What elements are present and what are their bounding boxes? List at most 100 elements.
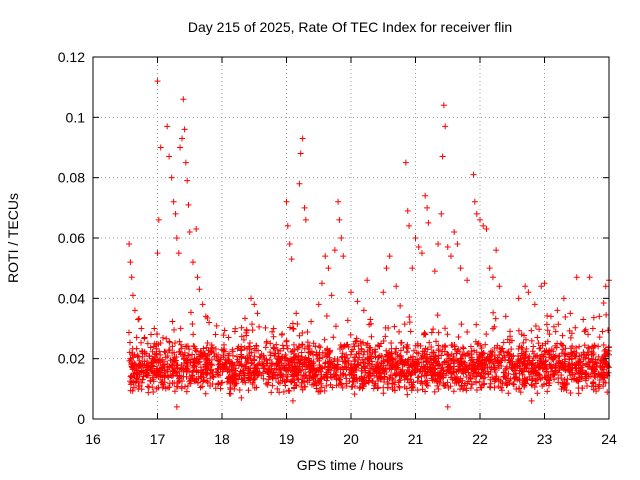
data-point [164, 372, 171, 379]
data-point [547, 368, 554, 375]
data-point [355, 357, 362, 364]
data-point [324, 351, 331, 358]
data-point [562, 314, 569, 321]
data-point [560, 295, 567, 302]
data-point [436, 371, 443, 378]
data-point [596, 313, 603, 320]
data-point [260, 363, 267, 370]
data-point [349, 346, 356, 353]
data-point [173, 383, 180, 390]
data-point [564, 351, 571, 358]
data-point [290, 341, 297, 348]
data-point [372, 346, 379, 353]
data-point [480, 222, 487, 229]
data-point [447, 355, 454, 362]
data-point [486, 354, 493, 361]
data-point [279, 364, 286, 371]
data-point [404, 391, 411, 398]
data-point [415, 244, 422, 251]
data-point [127, 373, 134, 380]
data-point [184, 382, 191, 389]
data-point [147, 378, 154, 385]
data-point [159, 376, 166, 383]
data-point [176, 368, 183, 375]
data-point [420, 359, 427, 366]
data-point [339, 384, 346, 391]
data-point [245, 387, 252, 394]
data-point [166, 153, 173, 160]
data-point [323, 371, 330, 378]
data-point [128, 274, 135, 281]
data-point [237, 368, 244, 375]
data-point [396, 328, 403, 335]
data-point [351, 354, 358, 361]
data-point [444, 331, 451, 338]
data-point [375, 384, 382, 391]
data-point [351, 375, 358, 382]
data-point [489, 274, 496, 281]
data-point [172, 210, 179, 217]
data-point [317, 344, 324, 351]
data-point [360, 307, 367, 314]
data-point [299, 341, 306, 348]
data-point [471, 198, 478, 205]
data-point [294, 345, 301, 352]
data-point [466, 362, 473, 369]
data-point [517, 389, 524, 396]
data-point [342, 372, 349, 379]
data-point [418, 363, 425, 370]
data-point [480, 369, 487, 376]
data-point [154, 331, 161, 338]
data-point [463, 373, 470, 380]
data-point [238, 343, 245, 350]
data-point [545, 382, 552, 389]
data-point [447, 253, 454, 260]
data-point [582, 377, 589, 384]
data-point [135, 353, 142, 360]
data-point [194, 379, 201, 386]
data-point [544, 327, 551, 334]
data-point [585, 345, 592, 352]
data-point [536, 364, 543, 371]
data-point [419, 368, 426, 375]
data-point [240, 336, 247, 343]
data-point [533, 370, 540, 377]
data-point [351, 358, 358, 365]
data-point [308, 318, 315, 325]
data-point [538, 374, 545, 381]
data-point [186, 346, 193, 353]
data-point [127, 339, 134, 346]
data-point [507, 333, 514, 340]
data-point [382, 324, 389, 331]
data-point [364, 340, 371, 347]
data-point [263, 380, 270, 387]
data-point [450, 369, 457, 376]
data-point [431, 268, 438, 275]
data-point [150, 363, 157, 370]
data-point [352, 366, 359, 373]
data-point [250, 356, 257, 363]
data-point [255, 347, 262, 354]
data-point [130, 365, 137, 372]
data-point [472, 338, 479, 345]
data-point [154, 78, 161, 85]
data-point [530, 343, 537, 350]
data-point [324, 359, 331, 366]
data-point [473, 210, 480, 217]
data-point [182, 159, 189, 166]
data-point [434, 312, 441, 319]
data-point [374, 359, 381, 366]
data-point [534, 352, 541, 359]
data-point [136, 382, 143, 389]
data-point [547, 313, 554, 320]
data-point [175, 250, 182, 257]
data-point [193, 357, 200, 364]
data-point [403, 343, 410, 350]
data-point [539, 342, 546, 349]
data-point [247, 369, 254, 376]
data-point [560, 342, 567, 349]
data-point [500, 339, 507, 346]
data-point [336, 376, 343, 383]
data-point [284, 345, 291, 352]
data-point [383, 347, 390, 354]
